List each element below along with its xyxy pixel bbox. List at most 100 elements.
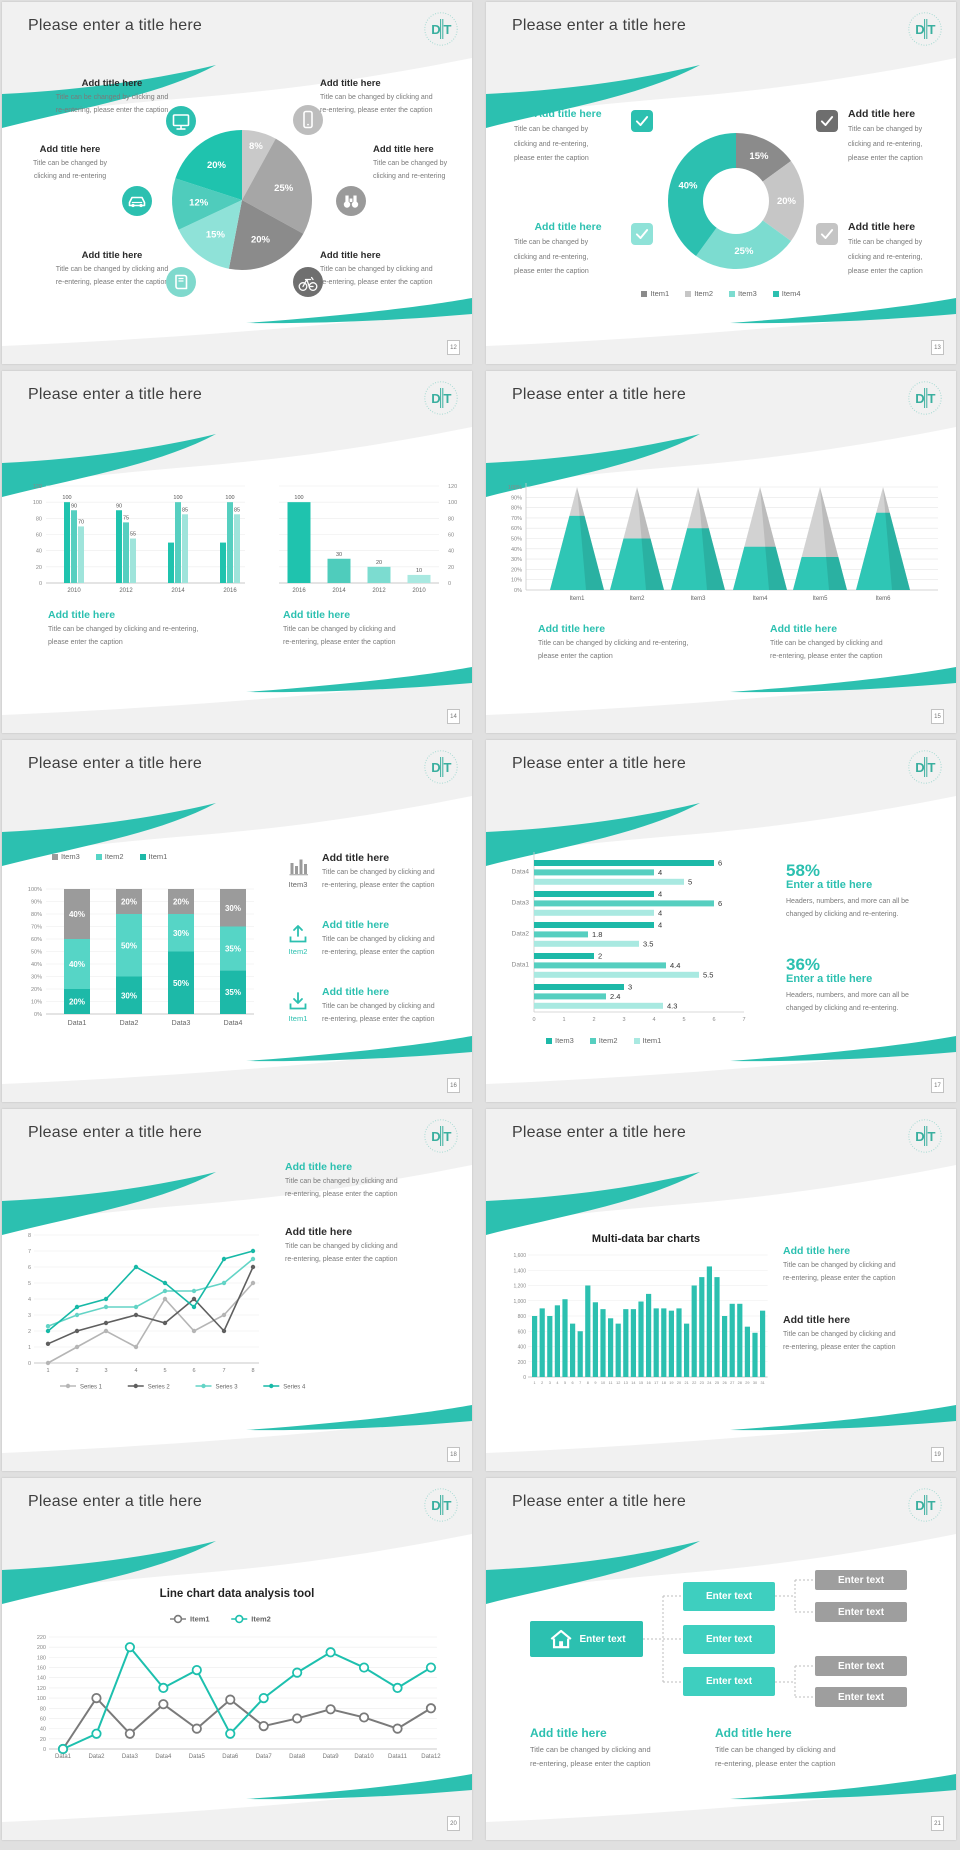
- svg-text:12%: 12%: [189, 198, 209, 209]
- callout: Add title here Title can be changed by c…: [320, 250, 470, 289]
- svg-text:D: D: [431, 391, 440, 406]
- stat-title: Enter a title here: [786, 879, 873, 891]
- page-number-badge: 16: [447, 1078, 460, 1093]
- svg-text:100: 100: [33, 500, 42, 506]
- callout-caption: Title can be changed by clicking and re-…: [538, 640, 689, 660]
- svg-text:Item2: Item2: [251, 1615, 271, 1624]
- svg-text:40%: 40%: [678, 180, 698, 191]
- svg-text:1,600: 1,600: [513, 1253, 526, 1259]
- svg-text:10: 10: [416, 568, 422, 574]
- callout-title: Add title here: [322, 986, 390, 998]
- svg-text:20%: 20%: [173, 898, 189, 907]
- svg-text:2010: 2010: [412, 588, 426, 594]
- callout-title: Add title here: [320, 78, 381, 89]
- svg-text:T: T: [444, 391, 452, 406]
- slide-decoration: [486, 2, 956, 364]
- svg-text:T: T: [928, 22, 936, 37]
- callout: Add title here Title can be changed by c…: [322, 919, 472, 959]
- svg-text:5: 5: [163, 1368, 166, 1374]
- phone-icon: [293, 105, 323, 135]
- callout-title: Add title here: [283, 609, 351, 621]
- svg-text:Data6: Data6: [222, 1754, 239, 1760]
- svg-text:4: 4: [658, 890, 662, 899]
- legend-item: Item3: [729, 289, 757, 298]
- callout: Add title here Title can be changed by c…: [322, 986, 472, 1026]
- svg-text:30%: 30%: [31, 975, 42, 981]
- svg-text:35%: 35%: [225, 988, 241, 997]
- slide-decoration: [2, 740, 472, 1102]
- svg-text:Item3: Item3: [690, 596, 706, 602]
- car-icon: [122, 186, 152, 216]
- stacked-bar-chart: 0% 10% 20% 30% 40% 50% 60% 70% 80% 90% 100% 20% 40% 4…: [28, 887, 254, 1027]
- svg-text:10: 10: [601, 1381, 605, 1385]
- svg-text:1: 1: [562, 1017, 565, 1023]
- org-level3-box: Enter text: [815, 1570, 907, 1590]
- svg-text:16: 16: [646, 1381, 650, 1385]
- svg-text:8%: 8%: [249, 141, 263, 152]
- callout: Add title here Title can be changed by c…: [283, 609, 463, 649]
- svg-text:Data4: Data4: [224, 1020, 243, 1027]
- svg-text:20%: 20%: [251, 234, 271, 245]
- org-level3-box: Enter text: [815, 1602, 907, 1622]
- svg-text:55: 55: [130, 532, 136, 538]
- callout-title: Add title here: [373, 144, 434, 155]
- callout: Add title here Title can be changed by c…: [285, 1161, 460, 1201]
- callout-caption: Title can be changed by clicking and re-…: [283, 626, 396, 646]
- horizontal-bar-chart: 0 1 2 3 4 5 6 7 6 4 5 Data4 4 6 4 Data3 4 1.8 3.5 Data2 2 4.4…: [512, 852, 746, 1023]
- callout-title: Add title here: [530, 1726, 607, 1740]
- svg-text:3: 3: [628, 983, 632, 992]
- svg-text:40%: 40%: [31, 962, 42, 968]
- slide-decoration: [486, 1478, 956, 1840]
- svg-text:4.4: 4.4: [670, 961, 680, 970]
- svg-text:31: 31: [760, 1381, 764, 1385]
- callout: Add title here Title can be changed by c…: [783, 1245, 953, 1285]
- svg-text:100%: 100%: [28, 887, 42, 893]
- svg-text:Item6: Item6: [875, 596, 891, 602]
- callout-caption: Title can be changed by clicking and re-…: [322, 936, 435, 956]
- callout-title: Add title here: [285, 1226, 353, 1238]
- svg-text:2: 2: [28, 1329, 31, 1335]
- svg-text:40%: 40%: [511, 547, 522, 553]
- callout-title: Add title here: [39, 144, 101, 155]
- svg-text:2014: 2014: [332, 588, 346, 594]
- svg-text:3: 3: [549, 1381, 551, 1385]
- svg-text:20%: 20%: [121, 898, 137, 907]
- svg-text:0: 0: [43, 1747, 46, 1753]
- svg-text:50%: 50%: [173, 979, 189, 988]
- svg-text:60: 60: [36, 533, 42, 539]
- svg-text:Data8: Data8: [289, 1754, 306, 1760]
- slide-decoration: [2, 1478, 472, 1840]
- org-level3-box: Enter text: [815, 1656, 907, 1676]
- callout-title: Add title here: [285, 1161, 353, 1173]
- page-number-badge: 20: [447, 1816, 460, 1831]
- svg-text:D: D: [915, 760, 924, 775]
- svg-text:T: T: [928, 1498, 936, 1513]
- callout: Add title here Title can be changed by c…: [514, 108, 622, 167]
- callout-title: Add title here: [848, 221, 916, 233]
- icon-label: Item3: [288, 880, 308, 889]
- svg-text:90: 90: [71, 503, 77, 509]
- svg-text:20%: 20%: [511, 567, 522, 573]
- callout: Add title here Title can be changed by c…: [373, 144, 468, 183]
- slide-title: Please enter a title here: [512, 17, 686, 34]
- svg-text:D: D: [431, 1498, 440, 1513]
- org-level2-box: Enter text: [683, 1625, 775, 1654]
- svg-text:Data12: Data12: [421, 1754, 441, 1760]
- svg-text:40: 40: [36, 549, 42, 555]
- svg-text:30: 30: [753, 1381, 757, 1385]
- svg-text:D: D: [915, 1498, 924, 1513]
- callout-title: Add title here: [783, 1314, 851, 1326]
- stat-value: 36%: [786, 955, 821, 974]
